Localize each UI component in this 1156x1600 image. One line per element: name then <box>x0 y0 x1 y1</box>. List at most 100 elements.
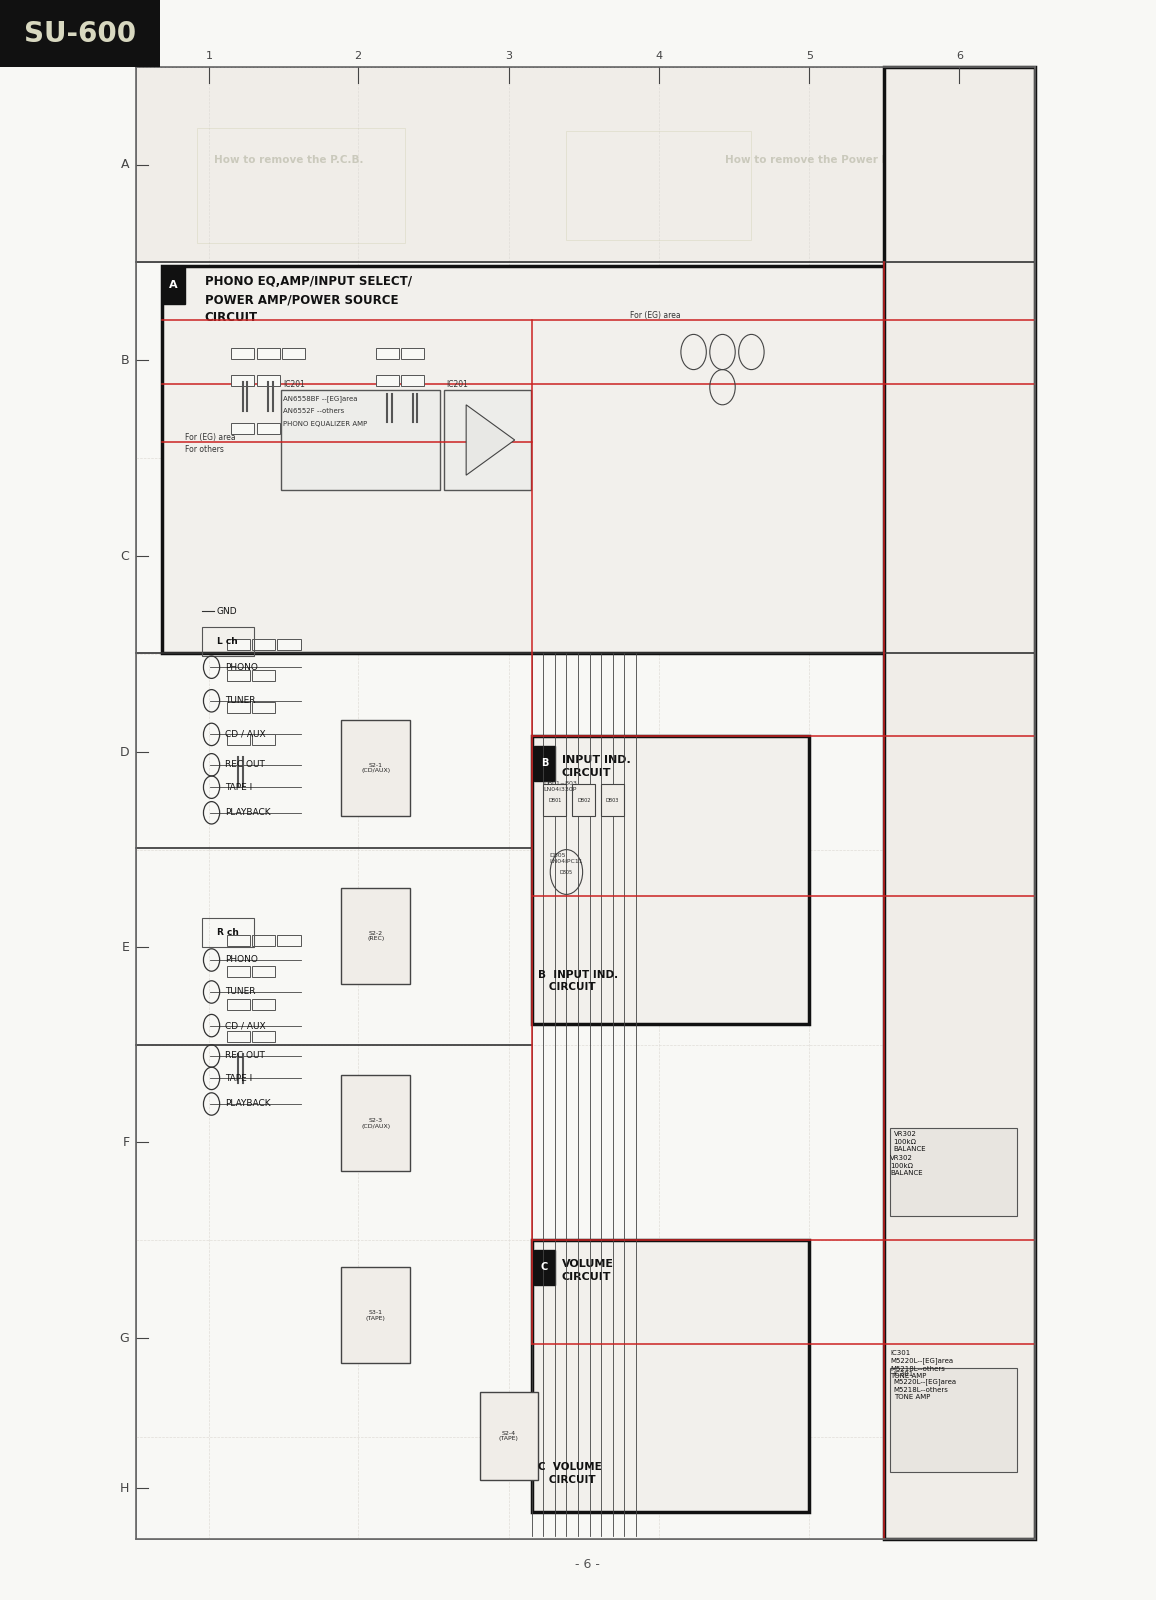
Bar <box>282 347 305 358</box>
Text: 6: 6 <box>956 51 963 61</box>
Polygon shape <box>466 405 514 475</box>
Bar <box>543 784 566 816</box>
Bar <box>227 701 250 712</box>
Bar <box>534 746 555 781</box>
Bar <box>534 1250 555 1285</box>
Text: IC201: IC201 <box>446 379 468 389</box>
Text: S2-4
(TAPE): S2-4 (TAPE) <box>498 1430 519 1442</box>
Bar <box>277 638 301 650</box>
Text: B  INPUT IND.
   CIRCUIT: B INPUT IND. CIRCUIT <box>538 970 617 992</box>
Bar <box>202 918 254 947</box>
Bar <box>252 998 275 1011</box>
Bar <box>601 784 624 816</box>
Bar <box>227 1032 250 1043</box>
Text: VOLUME
CIRCUIT: VOLUME CIRCUIT <box>562 1259 614 1283</box>
Bar <box>444 390 531 490</box>
Bar <box>884 67 1035 1539</box>
Bar <box>227 669 250 682</box>
Text: S2-1
(CD/AUX): S2-1 (CD/AUX) <box>361 763 391 773</box>
Text: PHONO EQUALIZER AMP: PHONO EQUALIZER AMP <box>283 421 368 427</box>
Bar <box>252 733 275 744</box>
Text: C: C <box>120 549 129 563</box>
Text: IC301
M5220L--[EG]area
M5218L--others
TONE AMP: IC301 M5220L--[EG]area M5218L--others TO… <box>890 1350 954 1379</box>
Bar <box>252 669 275 682</box>
Text: TUNER: TUNER <box>225 696 255 706</box>
Text: R ch: R ch <box>217 928 238 938</box>
Text: E: E <box>121 941 129 954</box>
Bar <box>480 1392 538 1480</box>
Bar <box>162 266 1032 653</box>
Bar <box>532 1240 809 1512</box>
Text: VR302
100kΩ
BALANCE: VR302 100kΩ BALANCE <box>890 1155 922 1176</box>
Bar <box>136 67 1035 262</box>
Bar <box>890 1368 1017 1472</box>
Bar <box>0 0 160 67</box>
Text: DB01: DB01 <box>548 797 562 803</box>
Text: PLAYBACK: PLAYBACK <box>225 808 271 818</box>
Bar <box>227 965 250 976</box>
Bar <box>252 965 275 976</box>
Bar <box>341 888 410 984</box>
Text: How to remove the P.C.B.: How to remove the P.C.B. <box>214 155 364 165</box>
Text: 2: 2 <box>354 51 362 61</box>
Text: 5: 5 <box>806 51 813 61</box>
Text: INPUT IND.
CIRCUIT: INPUT IND. CIRCUIT <box>562 755 630 778</box>
Bar <box>252 638 275 650</box>
Bar <box>227 733 250 744</box>
Bar <box>341 1267 410 1363</box>
Text: DB03: DB03 <box>606 797 620 803</box>
Text: S3-1
(TAPE): S3-1 (TAPE) <box>365 1310 386 1320</box>
Text: C: C <box>541 1262 548 1272</box>
Bar <box>202 627 254 656</box>
Text: PHONO: PHONO <box>225 955 258 965</box>
Bar <box>572 784 595 816</box>
Bar <box>227 934 250 947</box>
Text: GND: GND <box>216 606 237 616</box>
Bar <box>231 347 254 358</box>
Bar <box>257 347 280 358</box>
Bar <box>532 736 809 1024</box>
Text: DB02: DB02 <box>577 797 591 803</box>
Text: CD / AUX: CD / AUX <box>225 730 266 739</box>
Text: A: A <box>169 280 178 290</box>
Bar <box>136 67 1035 1539</box>
Text: S2-3
(CD/AUX): S2-3 (CD/AUX) <box>361 1118 391 1128</box>
Text: PHONO EQ,AMP/INPUT SELECT/
POWER AMP/POWER SOURCE
CIRCUIT: PHONO EQ,AMP/INPUT SELECT/ POWER AMP/POW… <box>205 275 412 325</box>
Text: REC OUT: REC OUT <box>225 760 265 770</box>
Text: D: D <box>120 746 129 758</box>
Text: AN6552F --others: AN6552F --others <box>283 408 344 414</box>
Bar <box>252 1032 275 1043</box>
Bar <box>227 998 250 1011</box>
Bar <box>227 638 250 650</box>
Text: DB01~803
LN04i330P: DB01~803 LN04i330P <box>543 781 577 792</box>
Bar <box>401 347 424 358</box>
Text: SU-600: SU-600 <box>24 19 135 48</box>
Text: 3: 3 <box>505 51 512 61</box>
Bar <box>252 701 275 712</box>
Bar <box>341 1075 410 1171</box>
Text: D805: D805 <box>560 869 573 875</box>
Text: PLAYBACK: PLAYBACK <box>225 1099 271 1109</box>
Text: 1: 1 <box>206 51 213 61</box>
Text: How to remove the Power IC: How to remove the Power IC <box>725 155 894 165</box>
Bar <box>401 374 424 386</box>
Bar <box>890 1128 1017 1216</box>
Text: For others: For others <box>185 445 224 454</box>
Text: C  VOLUME
   CIRCUIT: C VOLUME CIRCUIT <box>538 1462 601 1485</box>
Text: G: G <box>120 1331 129 1346</box>
Text: CD / AUX: CD / AUX <box>225 1021 266 1030</box>
Bar <box>257 374 280 386</box>
Text: TUNER: TUNER <box>225 987 255 997</box>
Text: S2-2
(REC): S2-2 (REC) <box>368 931 384 941</box>
Text: TAPE I: TAPE I <box>225 782 253 792</box>
Bar <box>376 347 399 358</box>
Bar <box>231 422 254 434</box>
Text: - 6 -: - 6 - <box>575 1558 600 1571</box>
Text: L ch: L ch <box>217 637 238 646</box>
Bar <box>341 720 410 816</box>
Text: H: H <box>120 1482 129 1494</box>
Text: VR302
100kΩ
BALANCE: VR302 100kΩ BALANCE <box>894 1131 926 1152</box>
Bar <box>376 374 399 386</box>
Text: D805
LN04iPC11: D805 LN04iPC11 <box>549 853 583 864</box>
Text: REC OUT: REC OUT <box>225 1051 265 1061</box>
